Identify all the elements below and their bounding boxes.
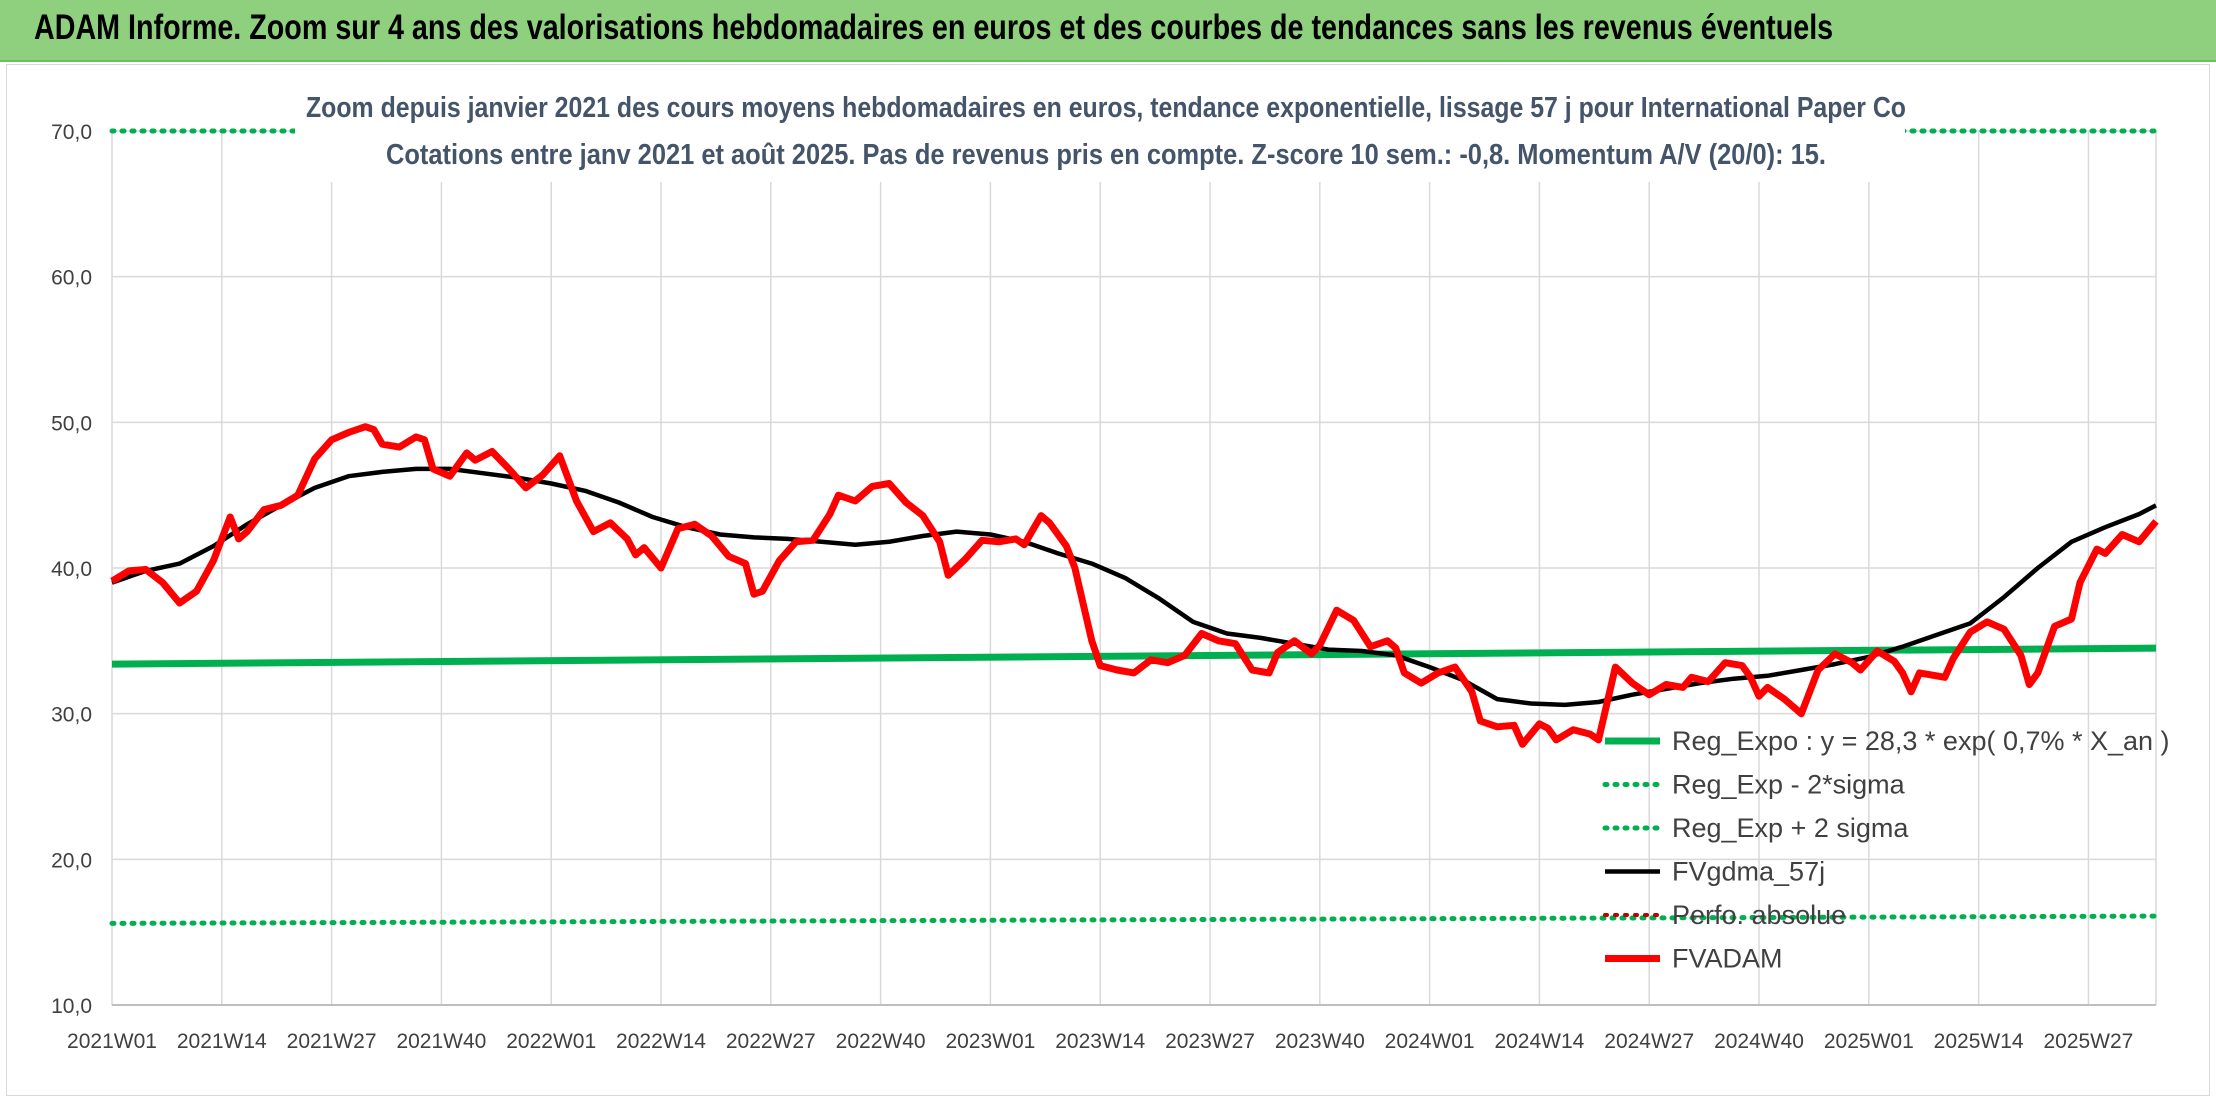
legend-label: Reg_Exp + 2 sigma bbox=[1672, 813, 1909, 843]
series-line-1 bbox=[109, 913, 2159, 926]
x-tick-label: 2023W14 bbox=[1055, 1030, 1145, 1053]
series-group bbox=[109, 128, 2159, 926]
series-line-5 bbox=[110, 423, 2159, 748]
x-tick-label: 2024W01 bbox=[1385, 1030, 1475, 1053]
legend-label: Perfo. absolue bbox=[1672, 900, 1846, 930]
x-tick-label: 2024W40 bbox=[1714, 1030, 1804, 1053]
x-tick-label: 2025W27 bbox=[2043, 1030, 2133, 1053]
legend: Reg_Expo : y = 28,3 * exp( 0,7% * X_an )… bbox=[1602, 726, 2170, 974]
x-tick-label: 2024W27 bbox=[1604, 1030, 1694, 1053]
x-tick-label: 2023W27 bbox=[1165, 1030, 1255, 1053]
x-tick-label: 2021W14 bbox=[177, 1030, 267, 1053]
x-tick-label: 2023W40 bbox=[1275, 1030, 1365, 1053]
x-axis-ticks: 2021W01 2021W14 2021W27 2021W40 2022W01 2022W… bbox=[67, 1030, 2133, 1053]
title-backdrop bbox=[295, 82, 1905, 182]
x-tick-label: 2021W40 bbox=[396, 1030, 486, 1053]
y-tick-label: 10,0 bbox=[51, 995, 92, 1018]
x-tick-label: 2022W27 bbox=[726, 1030, 816, 1053]
chart-subtitle: Cotations entre janv 2021 et août 2025. … bbox=[386, 139, 1826, 171]
chart-frame bbox=[6, 64, 2210, 1096]
legend-label: FVgdma_57j bbox=[1672, 857, 1825, 887]
legend-label: Reg_Expo : y = 28,3 * exp( 0,7% * X_an ) bbox=[1672, 726, 2170, 756]
y-tick-label: 40,0 bbox=[51, 558, 92, 581]
y-tick-label: 30,0 bbox=[51, 704, 92, 727]
x-tick-label: 2025W14 bbox=[1934, 1030, 2024, 1053]
series-line-0 bbox=[111, 644, 2157, 668]
y-tick-label: 60,0 bbox=[51, 267, 92, 290]
legend-label: Reg_Exp - 2*sigma bbox=[1672, 770, 1906, 800]
y-tick-label: 50,0 bbox=[51, 412, 92, 435]
series-line-3 bbox=[111, 466, 2158, 708]
banner-title: ADAM Informe. Zoom sur 4 ans des valoris… bbox=[34, 8, 1834, 47]
x-tick-label: 2023W01 bbox=[945, 1030, 1035, 1053]
x-tick-label: 2022W40 bbox=[836, 1030, 926, 1053]
grid bbox=[111, 130, 2157, 1006]
chart-title: Zoom depuis janvier 2021 des cours moyen… bbox=[306, 92, 1906, 124]
y-axis-ticks: 10,0 20,0 30,0 40,0 50,0 60,0 70,0 bbox=[51, 121, 92, 1018]
y-tick-label: 70,0 bbox=[51, 121, 92, 144]
x-tick-label: 2022W01 bbox=[506, 1030, 596, 1053]
x-tick-label: 2024W14 bbox=[1494, 1030, 1584, 1053]
x-tick-label: 2021W01 bbox=[67, 1030, 157, 1053]
x-tick-label: 2025W01 bbox=[1824, 1030, 1914, 1053]
banner: ADAM Informe. Zoom sur 4 ans des valoris… bbox=[0, 0, 2216, 62]
y-tick-label: 20,0 bbox=[51, 849, 92, 872]
legend-label: FVADAM bbox=[1672, 944, 1783, 974]
x-tick-label: 2021W27 bbox=[287, 1030, 377, 1053]
x-tick-label: 2022W14 bbox=[616, 1030, 706, 1053]
